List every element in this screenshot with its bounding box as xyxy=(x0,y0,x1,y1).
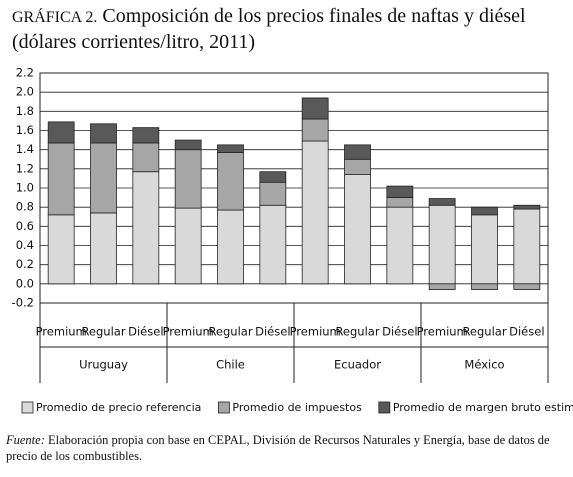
y-tick-label: 0.6 xyxy=(16,219,34,233)
group-label: México xyxy=(464,358,504,372)
x-tick-label: Premium xyxy=(417,325,468,339)
bar-segment xyxy=(513,204,541,210)
legend-swatch xyxy=(378,401,391,414)
legend-label: Promedio de margen bruto estimado xyxy=(393,401,573,414)
bar-segment xyxy=(386,185,414,198)
x-tick-label: Regular xyxy=(335,325,379,339)
y-tick-label: 1.0 xyxy=(16,181,34,195)
bar-segment xyxy=(428,198,456,206)
y-tick-label: 0.0 xyxy=(16,276,34,290)
bar-segment xyxy=(513,283,541,290)
y-tick-label: 1.8 xyxy=(16,104,34,118)
x-tick-label: Regular xyxy=(208,325,252,339)
bar-segment xyxy=(132,171,160,285)
bar-segment xyxy=(344,144,371,160)
bar-segment xyxy=(428,283,456,290)
x-tick-label: Diésel xyxy=(128,325,163,339)
bar-segment xyxy=(217,144,244,153)
bar-segment xyxy=(217,209,244,285)
chart: -0.2 0.0 0.2 0.4 0.6 0.8 1.0 1.2 1.4 1.6 1.8 2.0 2.2… xyxy=(12,66,573,415)
x-tick-label: Diésel xyxy=(255,325,290,339)
bar-segment xyxy=(386,206,414,285)
x-tick-label: Diésel xyxy=(509,325,544,339)
bar-segment xyxy=(132,142,160,173)
x-tick-label: Regular xyxy=(462,325,506,339)
bar-segment xyxy=(174,149,202,209)
title-block: GRÁFICA 2. Composición de los precios fi… xyxy=(12,4,567,54)
bar-segment xyxy=(344,174,371,285)
legend-swatch xyxy=(21,401,34,414)
y-tick-label: 1.2 xyxy=(16,161,34,175)
legend-label: Promedio de precio referencia xyxy=(36,401,201,414)
bar-segment xyxy=(301,97,329,120)
y-tick-label: 2.0 xyxy=(16,85,34,99)
y-tick-label: 1.4 xyxy=(16,142,34,156)
y-tick-label: 0.2 xyxy=(16,257,34,271)
bar-segment xyxy=(47,142,75,216)
bar-segment xyxy=(259,181,287,206)
bar-segment xyxy=(90,142,117,214)
bar-segment xyxy=(301,118,329,142)
source-text: Elaboración propia con base en CEPAL, Di… xyxy=(6,433,550,463)
y-tick-label: 0.4 xyxy=(16,238,34,252)
bar-segment xyxy=(259,171,287,183)
group-label: Ecuador xyxy=(334,358,381,372)
y-tick-label: -0.2 xyxy=(12,296,34,310)
chart-title: Composición de los precios finales de na… xyxy=(12,5,526,53)
title-prefix: GRÁFICA 2. xyxy=(12,9,98,26)
x-tick-label: Premium xyxy=(36,325,87,339)
bar-segment xyxy=(90,123,117,144)
y-tick-label: 0.8 xyxy=(16,200,34,214)
bar-segment xyxy=(259,204,287,285)
x-tick-label: Premium xyxy=(290,325,341,339)
x-tick-label: Regular xyxy=(81,325,125,339)
bar-segment xyxy=(90,212,117,285)
bar-segment xyxy=(513,208,541,285)
bar-segment xyxy=(174,139,202,151)
y-tick-label: 1.6 xyxy=(16,123,34,137)
bar-segment xyxy=(47,214,75,285)
x-tick-label: Premium xyxy=(163,325,214,339)
x-tick-label: Diésel xyxy=(382,325,417,339)
bar-segment xyxy=(301,140,329,285)
bar-segment xyxy=(471,206,498,216)
group-label: Chile xyxy=(216,358,245,372)
bar-segment xyxy=(217,152,244,211)
bar-segment xyxy=(386,197,414,208)
bar-segment xyxy=(47,121,75,144)
bar-segment xyxy=(174,207,202,285)
source-label: Fuente: xyxy=(6,433,45,447)
legend-label: Promedio de impuestos xyxy=(232,401,362,414)
bar-segment xyxy=(344,158,371,175)
bar-segment xyxy=(471,283,498,290)
bar-segment xyxy=(471,214,498,285)
legend-swatch xyxy=(217,401,230,414)
bar-segment xyxy=(132,127,160,144)
group-label: Uruguay xyxy=(79,358,128,372)
source-note: Fuente: Elaboración propia con base en C… xyxy=(6,432,571,464)
bar-segment xyxy=(428,204,456,285)
y-tick-label: 2.2 xyxy=(16,66,34,80)
